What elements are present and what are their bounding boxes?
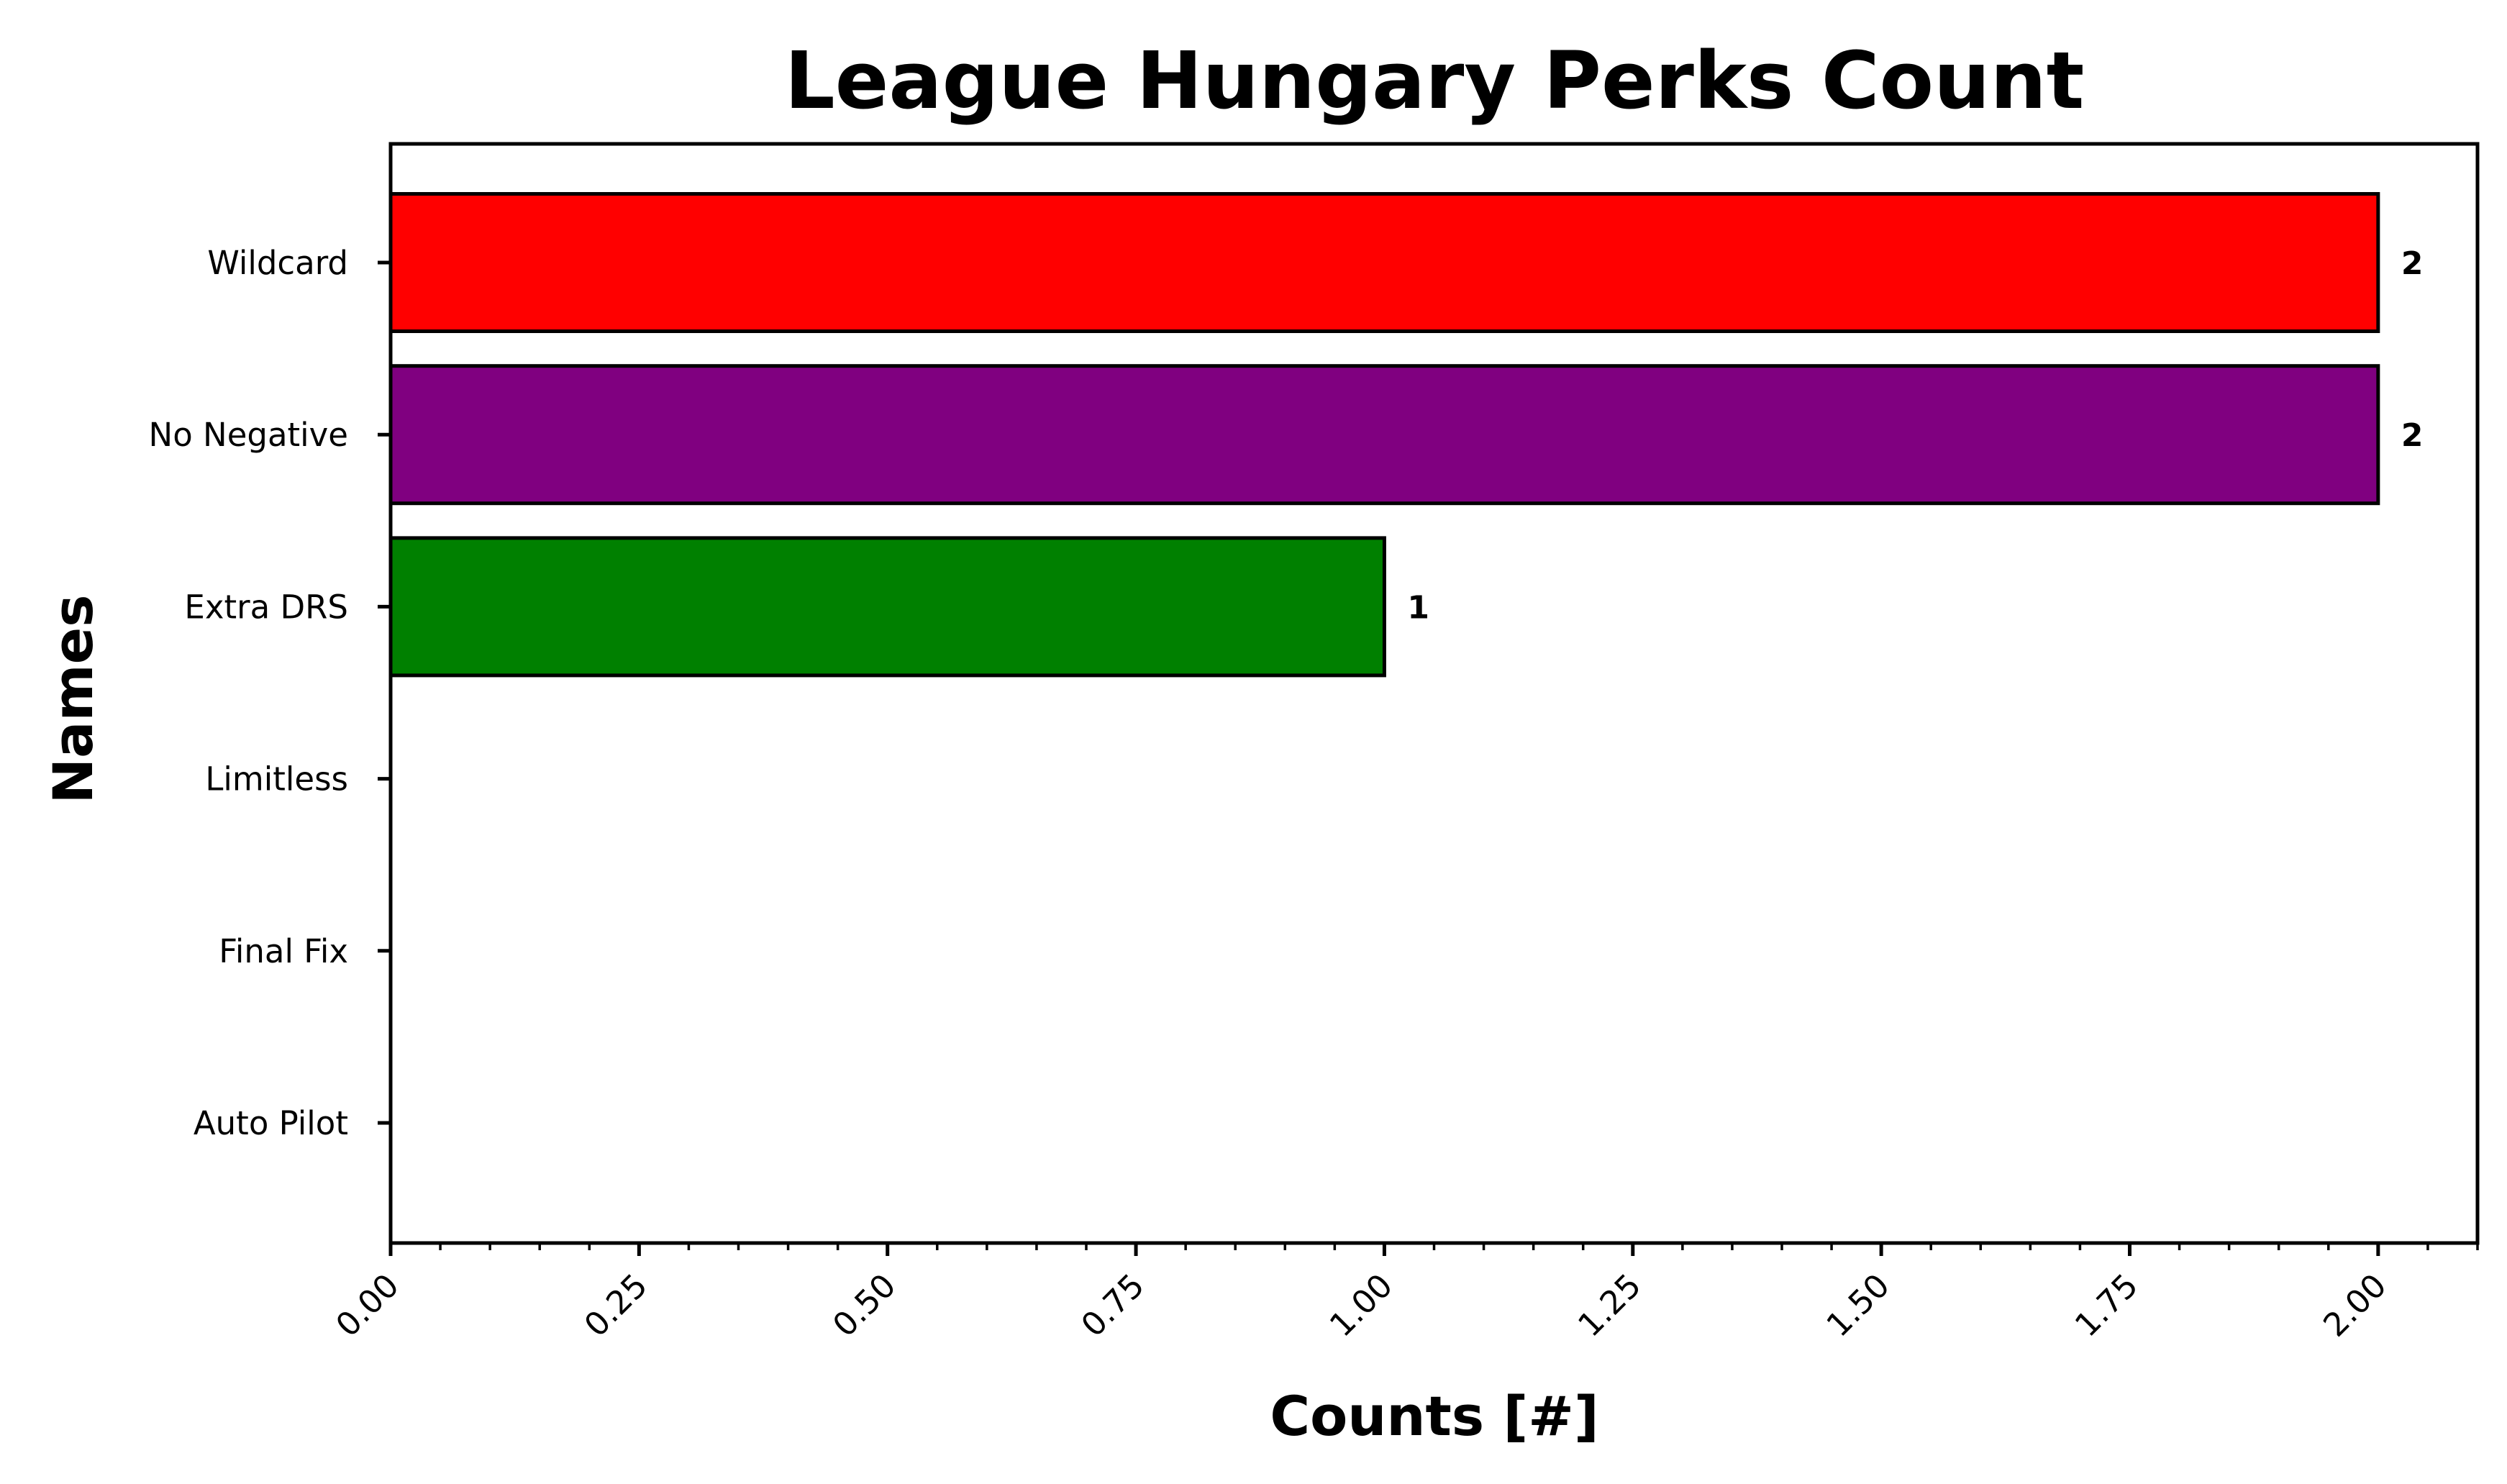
data-label-wildcard: 2 [2401,245,2424,282]
y-tick-label-limitless: Limitless [205,760,348,798]
plot-frame [388,142,2480,1245]
chart-title: League Hungary Perks Count [785,35,2085,127]
y-tick-label-wildcard: Wildcard [207,244,348,282]
data-label-no-negative: 2 [2401,417,2424,454]
y-tick-label-no-negative: No Negative [149,416,348,454]
bar-wildcard [388,192,2380,333]
y-tick-label-final-fix: Final Fix [219,932,348,970]
x-axis-label: Counts [#] [1270,1384,1598,1448]
data-label-extra-drs: 1 [1407,589,1429,626]
y-tick-label-extra-drs: Extra DRS [184,588,348,626]
bar-extra-drs [388,536,1386,678]
bars-layer [388,192,2380,678]
y-tick-label-auto-pilot: Auto Pilot [194,1104,348,1142]
bar-no-negative [388,364,2380,506]
y-axis-label: Names [41,595,105,804]
